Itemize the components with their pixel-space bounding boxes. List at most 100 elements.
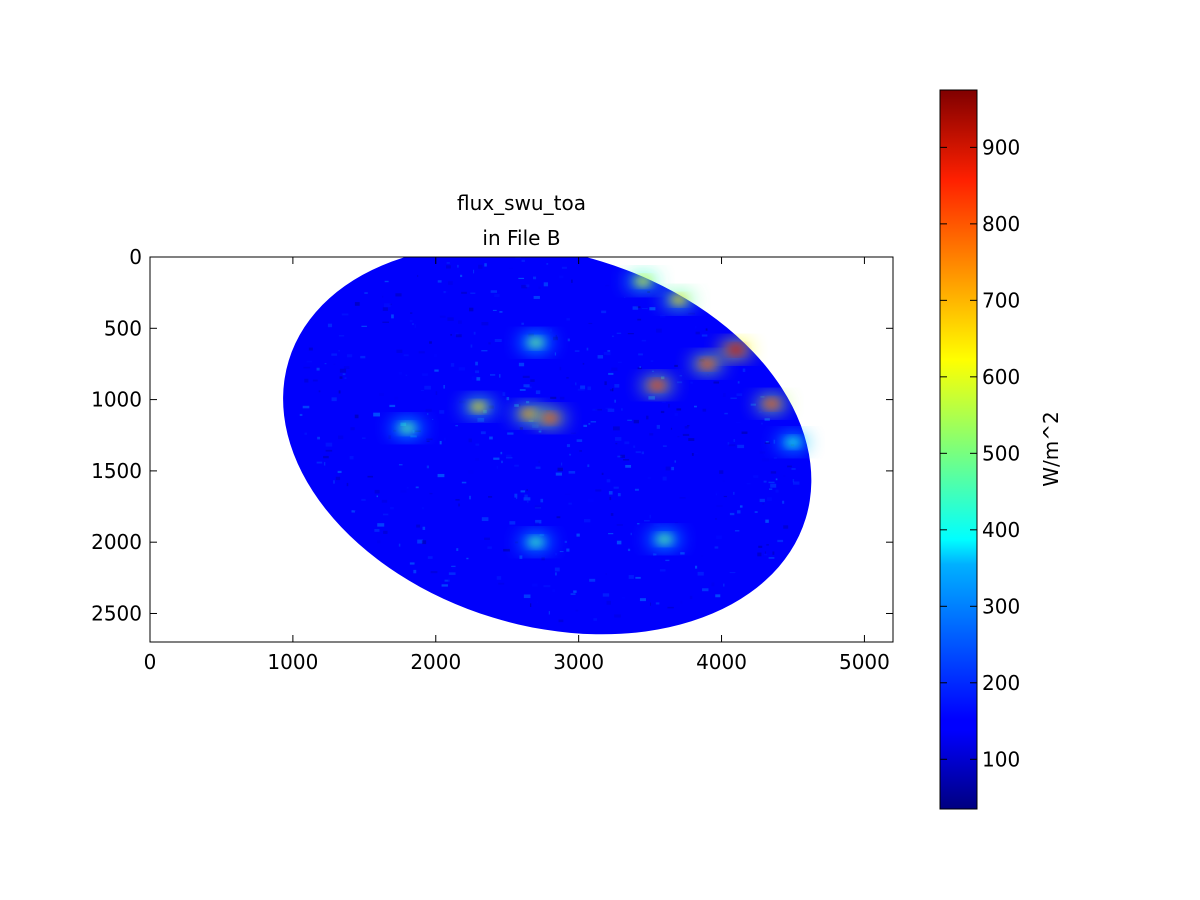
texture-speck (611, 367, 618, 371)
texture-speck (396, 349, 403, 353)
texture-speck (561, 266, 567, 269)
texture-speck (677, 381, 683, 384)
texture-speck (455, 425, 458, 427)
texture-speck (532, 583, 538, 587)
texture-speck (571, 279, 573, 283)
texture-speck (576, 439, 583, 442)
texture-speck (682, 433, 690, 436)
texture-speck (614, 614, 621, 618)
texture-speck (376, 495, 379, 498)
texture-speck (333, 363, 336, 366)
texture-speck (775, 478, 778, 481)
x-tick-label: 0 (144, 650, 157, 674)
texture-speck (459, 400, 466, 404)
texture-speck (746, 482, 751, 485)
texture-speck (723, 495, 727, 498)
texture-speck (655, 602, 660, 605)
texture-speck (586, 347, 589, 351)
texture-speck (777, 539, 784, 543)
x-tick-label: 4000 (696, 650, 747, 674)
texture-speck (783, 525, 789, 529)
texture-speck (612, 335, 614, 338)
texture-speck (574, 350, 580, 352)
texture-speck (520, 490, 526, 493)
cloud-feature-core (670, 295, 687, 304)
texture-speck (371, 465, 374, 469)
texture-speck (478, 264, 483, 269)
texture-speck (555, 472, 562, 476)
colorbar-tick-label: 600 (982, 365, 1020, 389)
texture-speck (416, 275, 419, 277)
texture-speck (741, 431, 748, 434)
texture-speck (765, 441, 769, 443)
texture-speck (628, 575, 634, 579)
texture-speck (534, 505, 541, 509)
texture-speck (475, 457, 479, 461)
texture-speck (476, 377, 481, 381)
texture-speck (757, 552, 762, 557)
texture-speck (455, 334, 462, 338)
texture-speck (506, 457, 513, 459)
texture-speck (502, 392, 506, 396)
texture-speck (762, 458, 769, 462)
texture-speck (592, 408, 598, 411)
texture-speck (374, 489, 380, 494)
texture-speck (713, 381, 720, 384)
texture-speck (518, 362, 525, 367)
texture-speck (758, 411, 762, 413)
texture-speck (443, 385, 445, 389)
texture-speck (576, 533, 580, 537)
texture-speck (441, 584, 448, 587)
cloud-features (391, 273, 809, 551)
texture-speck (469, 270, 473, 273)
texture-speck (632, 306, 639, 310)
texture-speck (641, 339, 647, 342)
texture-speck (702, 588, 709, 592)
texture-speck (665, 559, 670, 562)
texture-speck (766, 497, 772, 501)
texture-speck (715, 594, 721, 598)
texture-speck (566, 377, 569, 379)
texture-speck (343, 366, 350, 369)
texture-speck (409, 312, 413, 314)
cloud-feature-core (527, 538, 544, 547)
texture-speck (554, 567, 560, 572)
texture-speck (353, 510, 356, 512)
y-tick-label: 0 (129, 245, 142, 269)
texture-speck (649, 514, 651, 519)
texture-speck (754, 511, 758, 513)
texture-speck (719, 470, 724, 474)
texture-speck (535, 466, 541, 469)
texture-speck (724, 412, 728, 415)
texture-speck (471, 376, 479, 381)
texture-speck (360, 355, 366, 359)
texture-speck (367, 475, 374, 478)
texture-speck (373, 412, 380, 417)
texture-speck (610, 513, 614, 516)
texture-speck (339, 368, 347, 373)
texture-speck (519, 555, 523, 560)
texture-speck (606, 479, 611, 483)
texture-speck (522, 375, 530, 378)
texture-speck (775, 489, 779, 493)
texture-speck (422, 417, 429, 420)
texture-speck (650, 360, 654, 363)
cloud-feature-core (542, 414, 559, 423)
texture-speck (470, 344, 473, 348)
texture-speck (409, 320, 413, 322)
texture-speck (549, 328, 553, 332)
texture-speck (638, 353, 643, 356)
texture-speck (582, 362, 585, 365)
texture-speck (701, 334, 708, 337)
texture-speck (583, 519, 591, 523)
texture-speck (690, 381, 693, 384)
texture-speck (758, 545, 763, 548)
texture-speck (492, 309, 497, 311)
texture-speck (455, 499, 460, 501)
colorbar-tick-label: 800 (982, 212, 1020, 236)
texture-speck (760, 396, 765, 398)
texture-speck (415, 486, 419, 489)
texture-speck (403, 354, 409, 357)
texture-speck (783, 475, 786, 477)
cloud-feature-core (784, 438, 801, 447)
